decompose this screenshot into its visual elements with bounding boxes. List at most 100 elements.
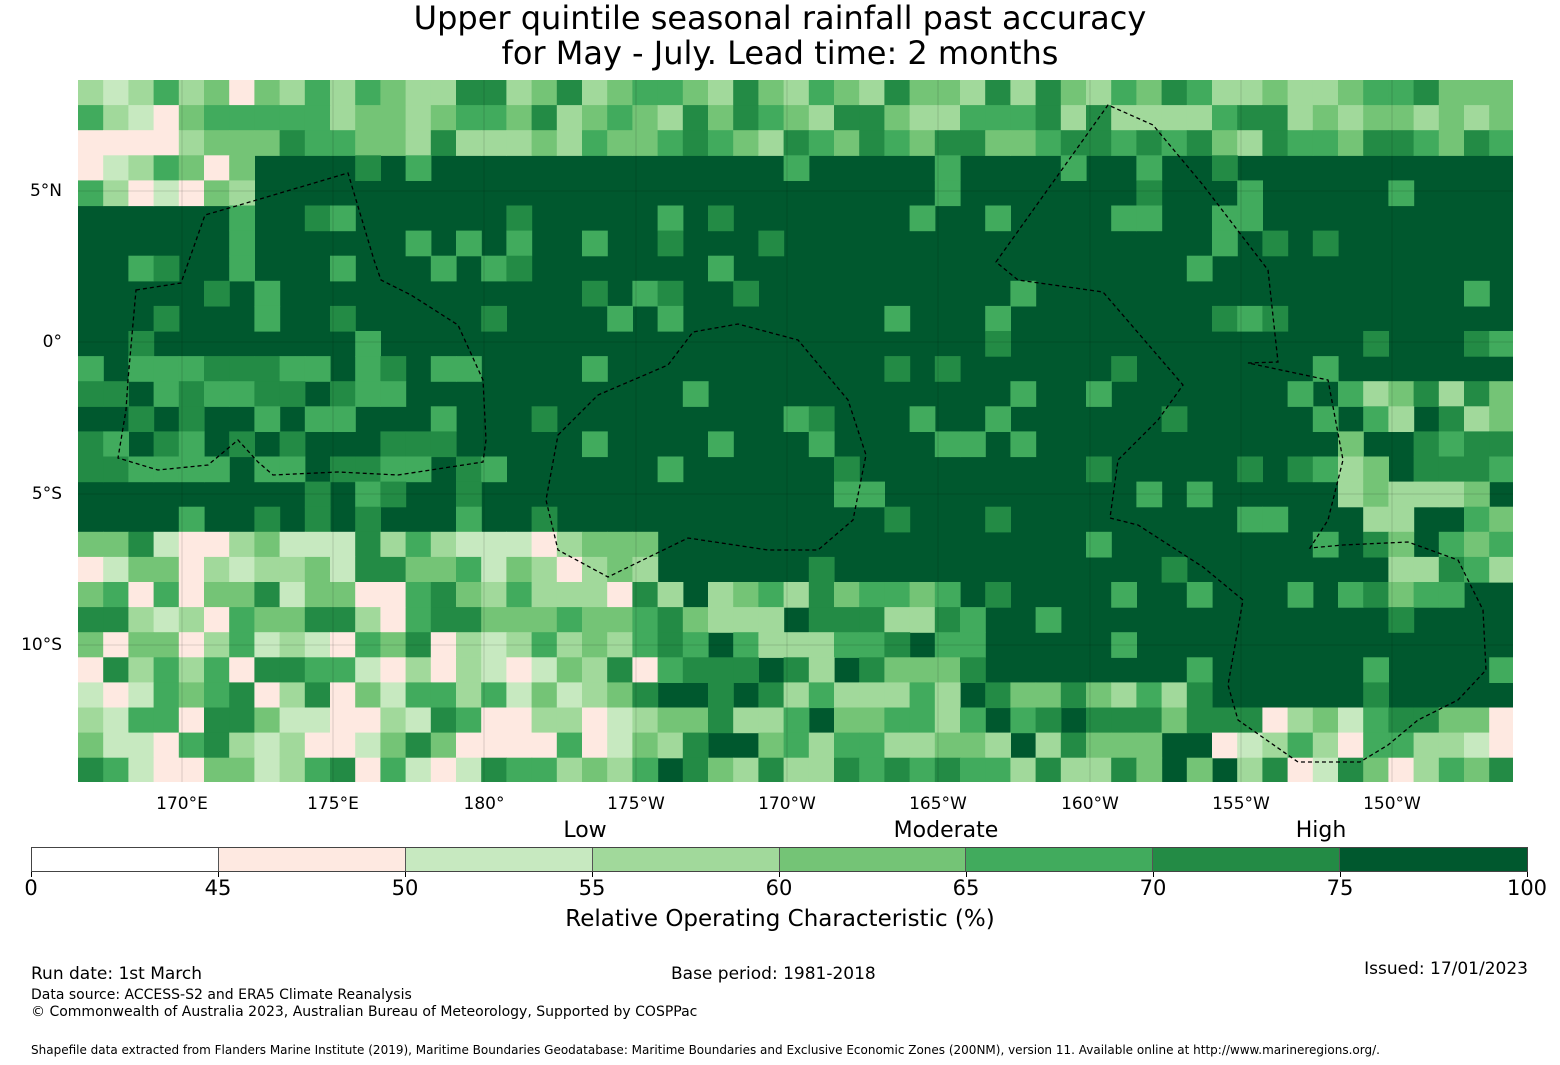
map-cell <box>682 105 709 131</box>
map-cell <box>330 632 356 658</box>
map-cell <box>178 130 205 156</box>
map-cell <box>1010 381 1037 407</box>
map-cell <box>506 607 533 633</box>
map-cell <box>884 305 911 332</box>
map-cell <box>1489 381 1513 407</box>
map-cell <box>1035 130 1062 156</box>
map-cell <box>128 80 155 106</box>
map-grid <box>78 80 1513 782</box>
map-cell <box>78 682 104 709</box>
map-cell <box>1363 80 1389 106</box>
map-cell <box>1237 205 1263 232</box>
map-cell <box>657 130 684 156</box>
map-cell <box>1464 732 1490 759</box>
map-cell <box>229 632 255 658</box>
map-cell <box>330 682 356 709</box>
map-cell <box>909 582 936 608</box>
base-period: Base period: 1981-2018 <box>671 964 876 984</box>
map-cell <box>506 205 533 232</box>
map-cell <box>304 205 331 232</box>
map-cell <box>1363 732 1389 759</box>
map-cell <box>229 130 255 156</box>
map-cell <box>884 632 911 658</box>
map-cell <box>103 682 129 709</box>
map-cell <box>1186 682 1213 709</box>
map-cell <box>1035 682 1062 709</box>
map-cell <box>355 481 381 508</box>
map-cell <box>153 707 180 734</box>
map-cell <box>128 331 155 357</box>
map-cell <box>355 556 381 583</box>
map-cell <box>204 381 230 407</box>
map-cell <box>204 356 230 382</box>
map-cell <box>556 657 583 683</box>
map-cell <box>153 682 180 709</box>
map-cell <box>808 607 835 633</box>
map-cell <box>1287 105 1314 131</box>
map-cell <box>178 80 205 106</box>
map-cell <box>657 80 684 106</box>
map-cell <box>456 582 482 608</box>
map-cell <box>380 481 407 508</box>
map-cell <box>430 80 457 106</box>
map-cell <box>1161 105 1188 131</box>
map-cell <box>834 105 860 131</box>
map-cell <box>607 305 633 332</box>
map-cell <box>1136 205 1163 232</box>
colorbar-tick-label-45: 45 <box>204 876 232 900</box>
map-cell <box>1388 582 1415 608</box>
map-cell <box>1186 130 1213 156</box>
map-cell <box>1237 305 1263 332</box>
map-cell <box>78 531 104 558</box>
map-cell <box>834 80 860 106</box>
map-cell <box>78 657 104 683</box>
map-cell <box>506 556 533 583</box>
map-cell <box>1464 456 1490 483</box>
map-cell <box>78 732 104 759</box>
map-cell <box>682 130 709 156</box>
map-cell <box>1086 80 1112 106</box>
map-cell <box>430 406 457 432</box>
map-cell <box>1035 607 1062 633</box>
map-cell <box>531 732 558 759</box>
map-cell <box>430 105 457 131</box>
map-cell <box>582 230 608 257</box>
map-cell <box>1464 381 1490 407</box>
map-cell <box>229 180 255 207</box>
map-cell <box>204 632 230 658</box>
map-cell <box>103 657 129 683</box>
map-cell <box>481 682 507 709</box>
map-cell <box>304 682 331 709</box>
map-cell <box>330 757 356 782</box>
map-cell <box>254 80 281 106</box>
map-cell <box>632 707 659 734</box>
map-cell <box>1438 431 1465 458</box>
map-cell <box>708 255 734 282</box>
map-cell <box>1363 707 1389 734</box>
map-cell <box>859 80 885 106</box>
map-cell <box>355 757 381 782</box>
map-cell <box>128 556 155 583</box>
map-cell <box>1010 682 1037 709</box>
map-cell <box>708 205 734 232</box>
map-cell <box>330 205 356 232</box>
map-cell <box>758 732 785 759</box>
map-cell <box>1489 406 1513 432</box>
map-cell <box>1237 732 1263 759</box>
map-cell <box>1438 456 1465 483</box>
map-cell <box>531 80 558 106</box>
map-cell <box>279 707 306 734</box>
map-cell <box>78 456 104 483</box>
map-cell <box>531 130 558 156</box>
map-cell <box>330 732 356 759</box>
map-cell <box>304 556 331 583</box>
map-cell <box>380 356 407 382</box>
map-cell <box>960 707 986 734</box>
map-cell <box>783 707 810 734</box>
map-cell <box>456 230 482 257</box>
map-cell <box>884 657 911 683</box>
map-cell <box>128 607 155 633</box>
map-cell <box>960 130 986 156</box>
map-cell <box>607 531 633 558</box>
map-cell <box>279 105 306 131</box>
